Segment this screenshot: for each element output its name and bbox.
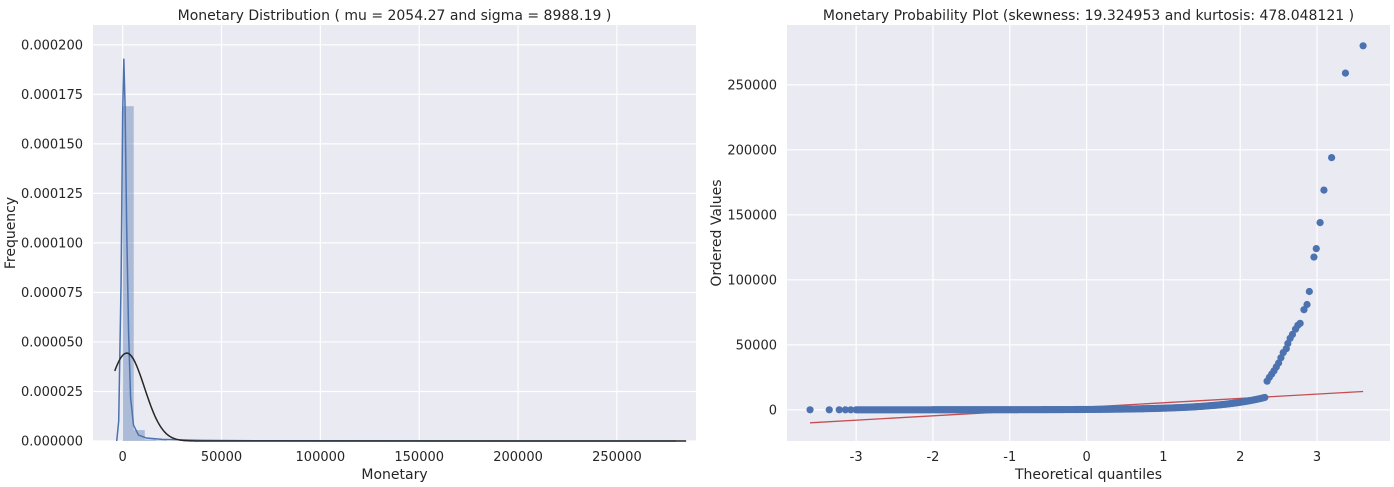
data-point (1328, 154, 1336, 162)
y-tick-label: 0.000100 (21, 236, 83, 251)
data-point (1296, 319, 1304, 327)
probability-points (806, 42, 1367, 414)
y-tick-label: 0.000175 (21, 88, 83, 103)
x-tick-label: 3 (1313, 450, 1321, 465)
y-tick-label: 100000 (727, 273, 777, 288)
y-tick-label: 50000 (736, 338, 777, 353)
y-tick-label: 0.000200 (21, 38, 83, 53)
data-point (1303, 300, 1311, 309)
histogram-bar (155, 440, 167, 441)
y-tick-label: 0.000000 (21, 435, 83, 450)
y-axis-label: Ordered Values (709, 179, 725, 286)
x-tick-label: -3 (850, 450, 863, 465)
y-tick-label: 250000 (727, 78, 777, 93)
normal-fit-line (114, 352, 687, 442)
data-point (841, 406, 849, 414)
y-axis-label: Frequency (3, 197, 19, 269)
histogram-bar (144, 439, 156, 441)
data-point (1305, 287, 1313, 296)
data-point (835, 406, 843, 414)
y-tick-label: 0.000025 (21, 385, 83, 400)
y-tick-label: 200000 (727, 143, 777, 158)
y-tick-label: 150000 (727, 208, 777, 223)
data-point (1320, 186, 1328, 194)
data-point (1359, 42, 1367, 50)
data-point (1341, 69, 1350, 77)
x-tick-label: 0 (119, 450, 127, 465)
chart-title: Monetary Distribution ( mu = 2054.27 and… (178, 8, 612, 24)
plot-area (93, 25, 696, 441)
chart-title: Monetary Probability Plot (skewness: 19.… (823, 8, 1354, 24)
data-point (1316, 219, 1324, 227)
plot-area (787, 25, 1390, 441)
x-tick-label: 50000 (201, 450, 242, 465)
x-tick-label: 250000 (592, 450, 642, 465)
x-tick-label: 0 (1082, 450, 1090, 465)
x-tick-label: -1 (1003, 450, 1016, 465)
y-tick-label: 0.000150 (21, 137, 83, 152)
y-tick-label: 0.000050 (21, 335, 83, 350)
y-tick-label: 0.000075 (21, 286, 83, 301)
data-point (1288, 330, 1297, 338)
data-point (1312, 245, 1320, 253)
x-axis-label: Theoretical quantiles (1014, 467, 1162, 483)
y-tick-label: 0 (769, 403, 777, 418)
x-tick-label: 1 (1159, 450, 1167, 465)
x-tick-label: 100000 (296, 450, 346, 465)
x-axis-label: Monetary (361, 467, 427, 483)
x-tick-label: 200000 (493, 450, 543, 465)
x-tick-label: 2 (1236, 450, 1244, 465)
data-point (1261, 393, 1269, 402)
y-tick-label: 0.000125 (21, 187, 83, 202)
x-tick-label: -2 (926, 450, 939, 465)
data-point (825, 406, 833, 414)
x-tick-label: 150000 (394, 450, 444, 465)
data-point (1310, 253, 1318, 261)
data-point (847, 406, 855, 414)
data-point (806, 406, 814, 414)
data-point (1300, 306, 1308, 314)
